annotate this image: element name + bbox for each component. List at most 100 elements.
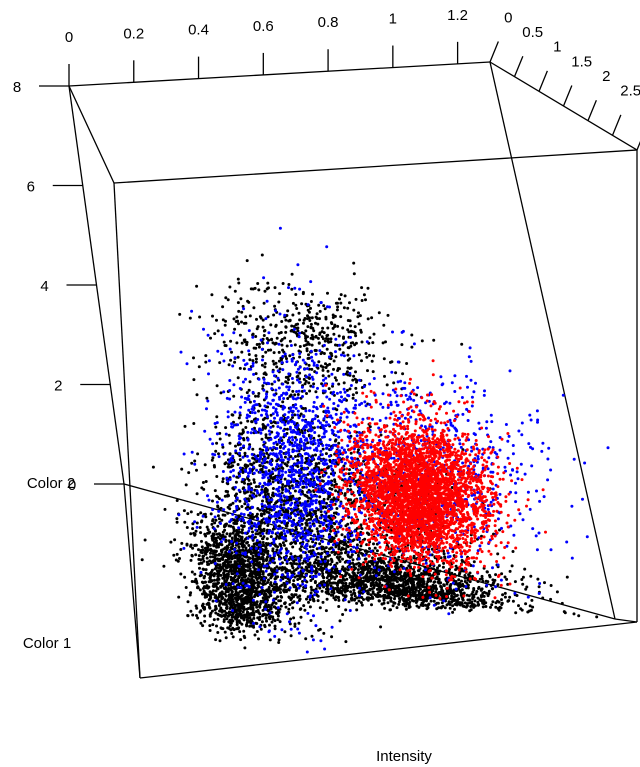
data-point	[203, 532, 207, 536]
data-point	[290, 324, 294, 328]
data-point	[234, 563, 238, 567]
data-point	[305, 349, 309, 353]
data-point	[327, 387, 331, 391]
data-point	[247, 513, 251, 517]
data-point	[379, 625, 383, 629]
data-point	[299, 548, 303, 552]
data-point	[254, 357, 258, 361]
data-point	[222, 575, 226, 579]
data-point	[235, 556, 239, 560]
data-point	[244, 590, 248, 594]
data-point	[221, 592, 225, 596]
data-point	[202, 487, 206, 491]
data-point	[230, 536, 234, 540]
data-point	[307, 381, 311, 385]
data-point	[214, 584, 218, 588]
data-point	[233, 587, 236, 591]
data-point	[272, 420, 276, 424]
data-point	[294, 589, 298, 592]
data-point	[322, 304, 326, 308]
data-point	[261, 582, 264, 586]
data-point	[337, 591, 341, 595]
data-point	[206, 586, 210, 590]
data-point	[508, 595, 512, 599]
data-point	[241, 610, 245, 614]
data-point	[270, 338, 273, 342]
data-point	[494, 573, 498, 577]
data-point	[226, 298, 230, 302]
data-point	[299, 536, 303, 540]
data-point	[262, 529, 266, 533]
data-point	[246, 497, 250, 501]
data-point	[330, 635, 334, 639]
data-point	[463, 601, 467, 605]
data-point	[264, 616, 268, 620]
data-point	[213, 567, 217, 571]
data-point	[407, 606, 411, 609]
data-point	[322, 576, 326, 580]
data-point	[412, 570, 416, 574]
data-point	[196, 513, 200, 516]
data-point	[209, 551, 212, 555]
data-point	[192, 531, 196, 535]
data-point	[281, 400, 285, 404]
data-point	[349, 590, 353, 594]
data-point	[317, 628, 321, 632]
data-point	[368, 353, 371, 357]
data-point	[238, 549, 242, 552]
data-point	[246, 563, 249, 567]
data-point	[432, 586, 436, 590]
data-point	[254, 394, 257, 398]
data-point	[268, 638, 272, 642]
data-point	[263, 289, 267, 293]
data-point	[223, 630, 227, 634]
data-point	[269, 323, 273, 327]
data-point	[261, 571, 265, 575]
data-point	[206, 546, 210, 550]
data-point	[257, 637, 260, 641]
data-point	[231, 569, 235, 573]
data-point	[250, 521, 254, 525]
data-point	[226, 614, 230, 618]
data-point	[224, 426, 228, 430]
data-point	[349, 521, 353, 525]
data-point	[236, 376, 240, 380]
data-point	[246, 558, 250, 562]
data-point	[201, 592, 204, 596]
data-point	[314, 349, 318, 352]
data-point	[298, 345, 302, 348]
data-point	[355, 601, 359, 605]
data-point	[219, 553, 223, 557]
data-point	[266, 281, 270, 285]
data-point	[265, 510, 269, 514]
data-point	[283, 455, 287, 459]
data-point	[236, 277, 240, 281]
data-point	[296, 465, 300, 468]
data-point	[289, 561, 293, 565]
data-point	[439, 584, 443, 588]
data-point	[227, 570, 231, 573]
data-point	[201, 557, 205, 561]
data-point	[321, 326, 325, 330]
data-point	[508, 569, 512, 573]
data-point	[263, 362, 267, 365]
data-point	[254, 589, 258, 593]
data-point	[279, 599, 282, 603]
data-point	[341, 577, 345, 580]
data-point	[277, 587, 280, 591]
data-point	[370, 359, 374, 363]
data-point	[402, 589, 406, 593]
data-point	[191, 613, 195, 617]
data-point	[201, 481, 205, 484]
data-point	[217, 542, 221, 546]
data-point	[265, 451, 269, 455]
data-point	[237, 626, 241, 630]
data-point	[284, 330, 288, 334]
data-point	[366, 286, 370, 290]
data-point	[251, 287, 255, 291]
data-point	[287, 607, 291, 611]
data-point	[193, 580, 196, 584]
data-point	[196, 616, 200, 620]
data-point	[261, 325, 265, 329]
data-point	[333, 552, 337, 556]
